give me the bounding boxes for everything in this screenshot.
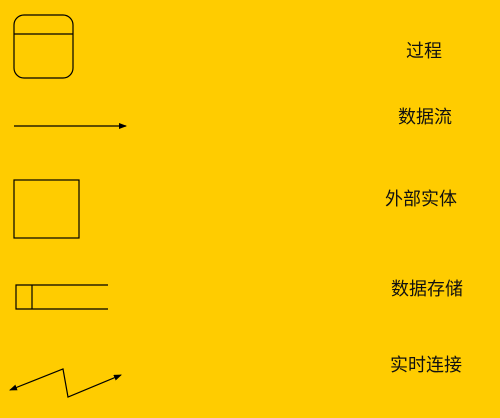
data-store-label: 数据存储 — [391, 279, 463, 300]
external-entity-symbol — [13, 179, 80, 239]
process-symbol — [13, 14, 74, 79]
realtime-connection-label: 实时连接 — [390, 355, 462, 376]
data-flow-label: 数据流 — [398, 107, 452, 128]
data-store-symbol — [15, 284, 108, 310]
external-entity-label: 外部实体 — [385, 189, 457, 210]
realtime-connection-symbol — [9, 368, 122, 398]
process-label: 过程 — [406, 41, 442, 62]
